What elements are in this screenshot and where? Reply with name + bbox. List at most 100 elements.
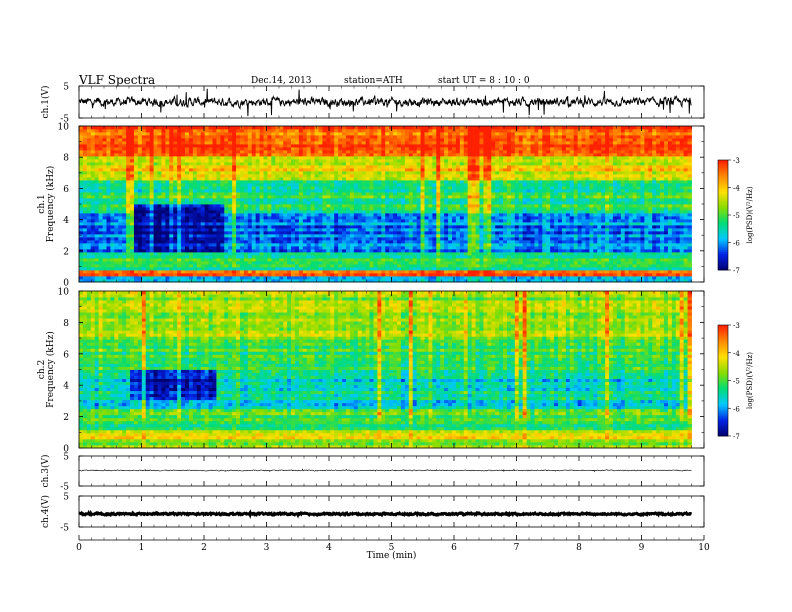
spectrogram-cell — [220, 183, 225, 187]
spectrogram-cell — [275, 246, 280, 250]
spectrogram-cell — [338, 267, 343, 271]
spectrogram-cell — [294, 246, 300, 250]
spectrogram-cell — [342, 126, 347, 130]
spectrogram-cell — [118, 261, 123, 265]
spectrogram-cell — [79, 270, 84, 274]
spectrogram-cell — [110, 246, 115, 250]
spectrogram-cell — [208, 162, 213, 166]
spectrogram-cell — [389, 159, 394, 163]
spectrogram-cell — [314, 177, 319, 181]
spectrogram-cell — [302, 138, 308, 142]
spectrogram-cell — [228, 198, 233, 202]
spectrogram-cell — [428, 141, 433, 145]
spectrogram-cell — [338, 261, 343, 265]
spectrogram-cell — [102, 171, 107, 175]
spectrogram-cell — [86, 162, 92, 166]
start-ut-label: start UT = 8 : 10 : 0 — [438, 76, 530, 86]
spectrogram-cell — [342, 246, 347, 250]
spectrogram-cell — [149, 216, 154, 220]
spectrogram-cell — [381, 198, 386, 202]
spectrogram-cell — [247, 204, 253, 208]
spectrogram-cell — [196, 159, 202, 163]
spectrogram-cell — [118, 135, 123, 139]
spectrogram-cell — [291, 180, 296, 184]
spectrogram-cell — [141, 222, 147, 226]
spectrogram-cell — [263, 252, 268, 256]
spectrogram-cell — [420, 135, 425, 139]
spectrogram-cell — [287, 168, 292, 172]
spectrogram-cell — [181, 204, 186, 208]
spectrogram-cell — [322, 126, 327, 130]
spectrogram-cell — [283, 246, 288, 250]
spectrogram-cell — [165, 180, 170, 184]
spectrogram-cell — [236, 231, 241, 235]
spectrogram-cell — [228, 183, 233, 187]
spectrogram-cell — [90, 174, 96, 178]
spectrogram-cell — [153, 126, 158, 130]
spectrogram-cell — [173, 258, 178, 262]
spectrogram-cell — [357, 156, 363, 160]
spectrogram-cell — [98, 201, 103, 205]
spectrogram-cell — [145, 168, 151, 172]
spectrogram-cell — [82, 264, 88, 268]
spectrogram-cell — [232, 276, 237, 280]
spectrogram-cell — [381, 132, 386, 136]
spectrogram-cell — [338, 192, 343, 196]
spectrogram-cell — [436, 267, 441, 271]
spectrogram-cell — [369, 174, 374, 178]
spectrogram-cell — [393, 135, 398, 139]
spectrogram-cell — [389, 213, 394, 217]
spectrogram-cell — [173, 147, 178, 151]
spectrogram-cell — [196, 216, 202, 220]
spectrogram-cell — [404, 135, 410, 139]
spectrogram-cell — [259, 204, 264, 208]
spectrogram-cell — [408, 237, 414, 241]
spectrogram-cell — [338, 132, 343, 136]
spectrogram-cell — [349, 153, 355, 157]
spectrogram-cell — [220, 261, 225, 265]
spectrogram-cell — [318, 258, 323, 262]
spectrogram-cell — [114, 213, 119, 217]
spectrogram-cell — [122, 237, 127, 241]
spectrogram-cell — [130, 126, 135, 130]
spectrogram-cell — [114, 198, 119, 202]
spectrogram-cell — [306, 141, 312, 145]
spectrogram-cell — [185, 153, 190, 157]
spectrogram-cell — [302, 147, 308, 151]
spectrogram-cell — [342, 240, 347, 244]
spectrogram-cell — [236, 177, 241, 181]
spectrogram-cell — [385, 237, 390, 241]
spectrogram-cell — [212, 231, 217, 235]
spectrogram-cell — [200, 240, 206, 244]
spectrogram-cell — [404, 162, 410, 166]
spectrogram-cell — [428, 153, 433, 157]
spectrogram-cell — [306, 144, 312, 148]
spectrogram-cell — [334, 270, 339, 274]
spectrogram-cell — [243, 213, 249, 217]
spectrogram-cell — [420, 150, 425, 154]
spectrogram-cell — [102, 198, 107, 202]
spectrogram-cell — [302, 279, 308, 283]
spectrogram-cell — [185, 261, 190, 265]
spectrogram-cell — [287, 216, 292, 220]
spectrogram-cell — [110, 258, 115, 262]
spectrogram-cell — [177, 258, 182, 262]
spectrogram-cell — [188, 234, 194, 238]
spectrogram-cell — [306, 261, 312, 265]
spectrogram-cell — [255, 237, 261, 241]
spectrogram-cell — [149, 213, 154, 217]
spectrogram-cell — [94, 171, 100, 175]
spectrogram-cell — [357, 270, 363, 274]
spectrogram-cell — [165, 138, 170, 142]
spectrogram-cell — [137, 159, 143, 163]
spectrogram-cell — [192, 219, 198, 223]
spectrogram-cell — [377, 180, 382, 184]
spectrogram-cell — [122, 171, 127, 175]
spectrogram-cell — [185, 168, 190, 172]
spectrogram-cell — [145, 186, 151, 190]
spectrogram-cell — [204, 213, 209, 217]
spectrogram-cell — [185, 198, 190, 202]
spectrogram-cell — [365, 144, 370, 148]
spectrogram-cell — [181, 249, 186, 253]
spectrogram-cell — [200, 180, 206, 184]
